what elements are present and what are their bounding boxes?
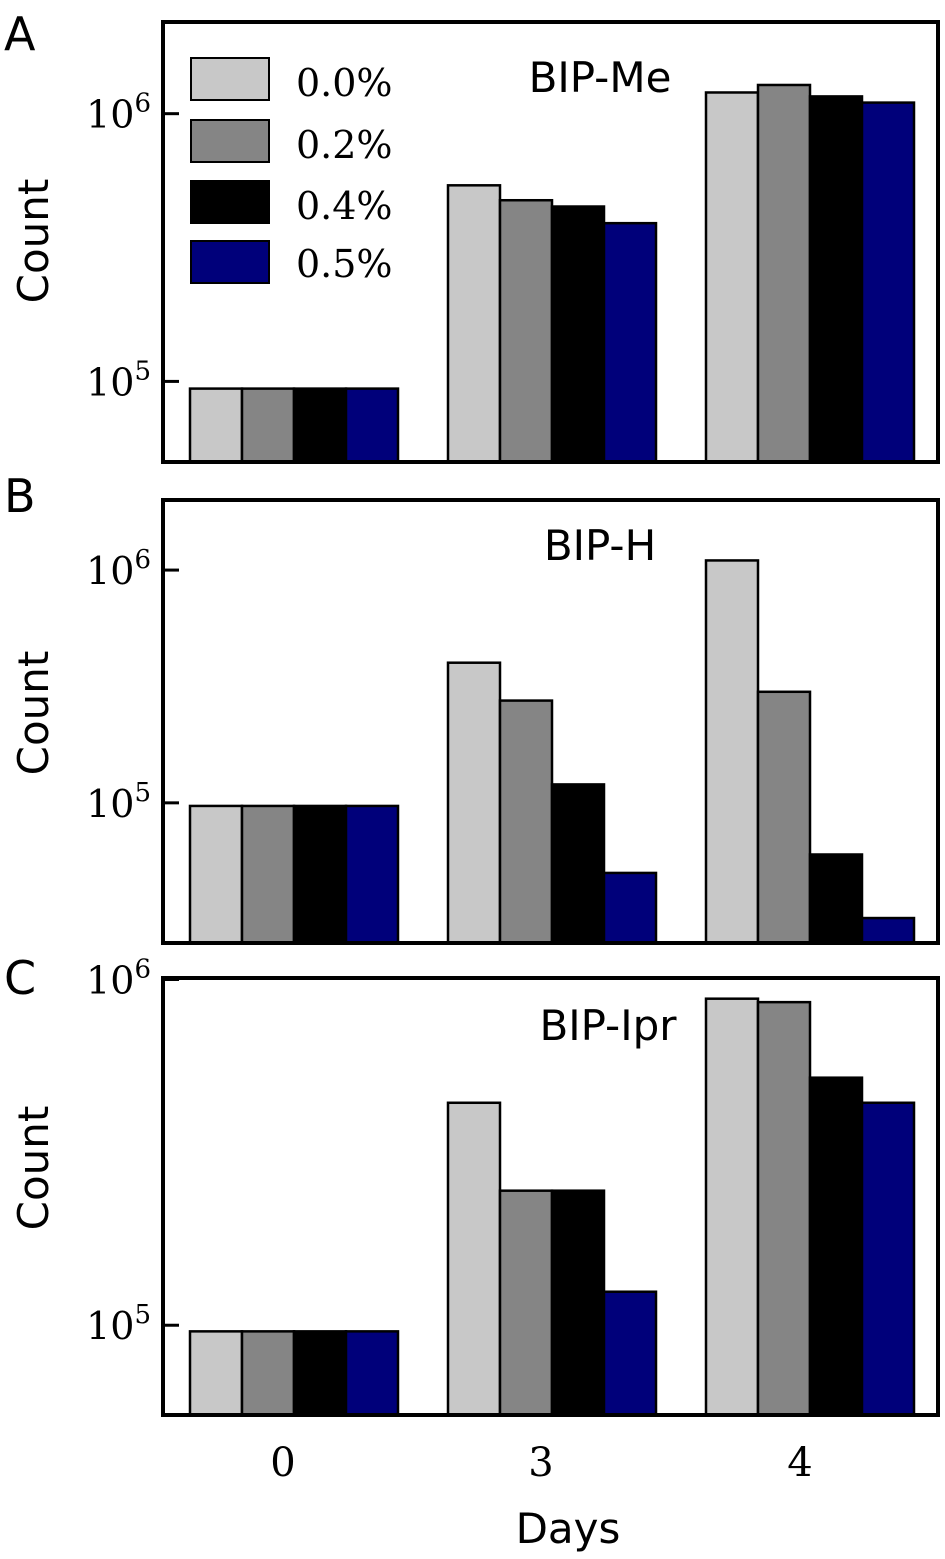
bar-3-0.4% [550, 205, 606, 464]
y-tick-label: 105 [86, 1300, 151, 1348]
panel-letter: B [4, 469, 36, 523]
legend: 0.0% 0.2% 0.4% 0.5% [190, 57, 393, 286]
panel-c: C 105 106 BIP-Ipr Count [4, 951, 940, 1417]
bar-group [188, 83, 916, 464]
legend-item: 0.0% [190, 57, 393, 105]
bar-3-0.5% [602, 221, 658, 464]
legend-label: 0.5% [296, 242, 393, 286]
bar-4-0.2% [756, 690, 812, 945]
bar-0-0.2% [240, 387, 296, 464]
bar-3-0.4% [550, 1189, 606, 1417]
bar-3-0.5% [602, 871, 658, 945]
bar-0-0.2% [240, 804, 296, 945]
legend-item: 0.5% [190, 240, 393, 286]
bar-0-0.4% [292, 387, 348, 464]
panel-title: BIP-H [544, 521, 656, 570]
bar-4-0.2% [756, 1000, 812, 1417]
y-tick-label: 106 [86, 89, 151, 137]
bar-4-0.0% [704, 559, 760, 945]
bar-0-0.4% [292, 1330, 348, 1417]
y-tick-label: 106 [86, 954, 151, 1002]
bar-3-0.0% [446, 661, 502, 945]
bar-3-0.0% [446, 184, 502, 464]
bar-4-0.5% [860, 916, 916, 945]
bar-0-0.5% [344, 387, 400, 464]
legend-label: 0.2% [296, 123, 393, 167]
x-tick-label: 3 [528, 1440, 553, 1486]
bar-group [188, 997, 916, 1417]
plot-frame [161, 20, 940, 464]
bar-3-0.5% [602, 1290, 658, 1417]
bar-4-0.4% [808, 1076, 864, 1417]
y-axis-label: Count [9, 179, 58, 304]
y-axis-label: Count [9, 651, 58, 776]
bar-0-0.0% [188, 804, 244, 945]
bar-group [188, 559, 916, 945]
legend-label: 0.4% [296, 184, 393, 228]
legend-swatch [190, 57, 270, 101]
bar-4-0.5% [860, 1101, 916, 1417]
x-tick-label: 4 [787, 1440, 812, 1486]
y-tick-label: 106 [86, 545, 151, 593]
bar-3-0.0% [446, 1101, 502, 1417]
bar-0-0.0% [188, 1330, 244, 1417]
panel-letter: A [4, 7, 36, 61]
legend-item: 0.4% [190, 180, 393, 228]
x-axis-label: Days [516, 1504, 621, 1553]
y-ticks: 105 106 [86, 89, 179, 404]
legend-swatch [190, 180, 270, 224]
legend-item: 0.2% [190, 119, 393, 167]
y-tick-label: 105 [86, 356, 151, 404]
bar-0-0.5% [344, 1330, 400, 1417]
y-ticks: 105 106 [86, 545, 179, 826]
panel-title: BIP-Ipr [539, 1001, 677, 1050]
bar-0-0.4% [292, 804, 348, 945]
bar-0-0.5% [344, 804, 400, 945]
legend-swatch [190, 119, 270, 163]
bar-4-0.2% [756, 83, 812, 464]
bar-4-0.4% [808, 853, 864, 945]
panel-a: A 105 106 BIP-Me Count 0.0% 0.2% 0.4% 0.5… [4, 7, 940, 464]
bar-0-0.2% [240, 1330, 296, 1417]
bar-4-0.0% [704, 91, 760, 464]
panel-b: B 105 106 BIP-H Count [4, 469, 940, 945]
plot-frame [161, 498, 940, 945]
y-tick-label: 105 [86, 778, 151, 826]
bar-4-0.0% [704, 997, 760, 1417]
legend-swatch [190, 240, 270, 284]
legend-label: 0.0% [296, 61, 393, 105]
y-axis-label: Count [9, 1106, 58, 1231]
x-tick-label: 0 [270, 1440, 295, 1486]
y-ticks: 105 106 [86, 954, 179, 1348]
bar-0-0.0% [188, 387, 244, 464]
bar-4-0.5% [860, 101, 916, 464]
plot-frame [161, 976, 940, 1417]
bar-3-0.2% [498, 1189, 554, 1417]
x-axis: 0 3 4 Days [270, 1440, 812, 1553]
panel-title: BIP-Me [529, 53, 672, 102]
bar-4-0.4% [808, 95, 864, 464]
bar-3-0.2% [498, 198, 554, 464]
bar-3-0.2% [498, 699, 554, 945]
panel-letter: C [4, 951, 36, 1005]
bar-3-0.4% [550, 783, 606, 945]
